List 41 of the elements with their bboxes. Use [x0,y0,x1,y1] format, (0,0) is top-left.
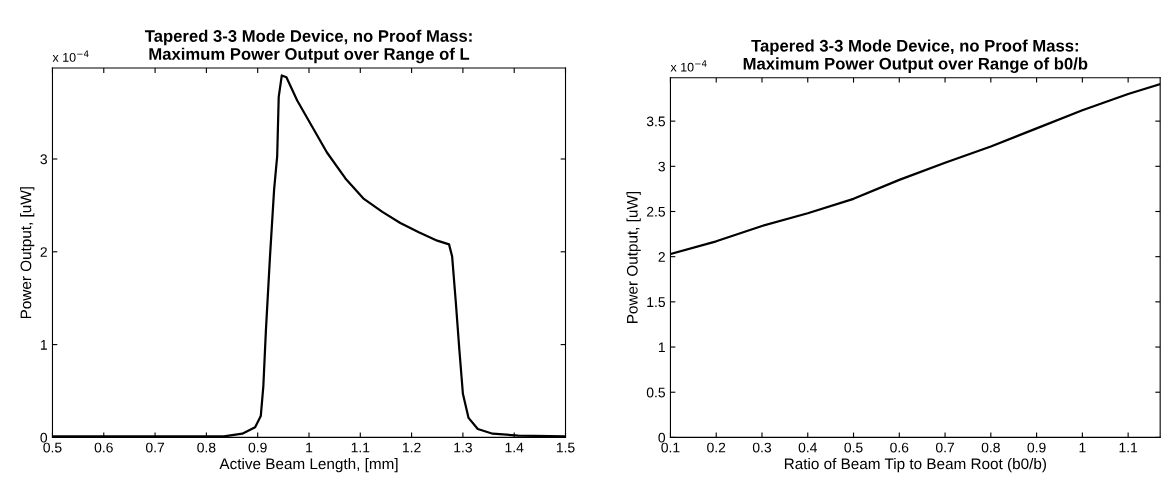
chart-title: Tapered 3-3 Mode Device, no Proof Mass: Maximum Power Output over Range of L [144,29,472,64]
y-tick-label: 1 [40,340,47,350]
x-tick-label: 0.2 [707,442,726,453]
x-tick-label: 0.4 [798,442,817,453]
x-tick-label: 0.9 [248,442,267,453]
x-tick-label: 1 [306,442,313,453]
x-tick-label: 1.1 [1119,442,1138,453]
x-tick-label: 0.9 [1027,442,1046,453]
y-tick-label: 0 [658,432,666,443]
x-tick-label: 1.5 [556,442,575,453]
x-tick-label: 0.8 [197,442,216,453]
x-tick-label: 1.1 [351,442,370,453]
text: x 10$^{−4}$ [670,60,707,72]
y-tick-label: 3 [658,161,665,172]
x-tick-label: 0.3 [752,442,772,453]
x-axis-title: Active Beam Length, [mm] [219,457,398,473]
y-tick-label: 1.5 [647,297,666,308]
x-tick-label: 1.4 [505,442,524,453]
x-tick-label: 0.7 [145,442,165,453]
y-tick-label: 2.5 [646,206,666,217]
x-axis-title: Ratio of Beam Tip to Beam Root (b0/b) [784,457,1046,473]
x-tick-label: 0.1 [661,442,680,453]
x-tick-label: 1.3 [454,442,472,453]
x-tick-label: 0.5 [844,442,863,453]
chart-title: Tapered 3-3 Mode Device, no Proof Mass: Maximum Power Output over Range of b0/b [743,39,1088,73]
x-tick-label: 0.6 [890,442,909,453]
text: x 10$^{−4}$ [52,50,89,62]
y-tick-label: 0 [40,432,48,443]
y-axis-title: Power Output, [uW] [20,187,35,319]
y-tick-label: 1 [658,342,665,353]
y-tick-label: 2 [658,252,665,262]
y-tick-label: 2 [40,247,47,257]
x-tick-label: 0.7 [935,442,955,453]
y-tick-label: 3.5 [646,116,666,127]
y-axis-title: Power Output, [uW] [626,192,641,323]
x-tick-label: 1.2 [403,442,421,453]
x-tick-label: 0.6 [94,442,113,453]
y-tick-label: 0.5 [646,387,666,398]
y-tick-label: 3 [40,154,47,165]
x-tick-label: 0.8 [981,442,1000,453]
x-tick-label: 1 [1079,442,1086,453]
